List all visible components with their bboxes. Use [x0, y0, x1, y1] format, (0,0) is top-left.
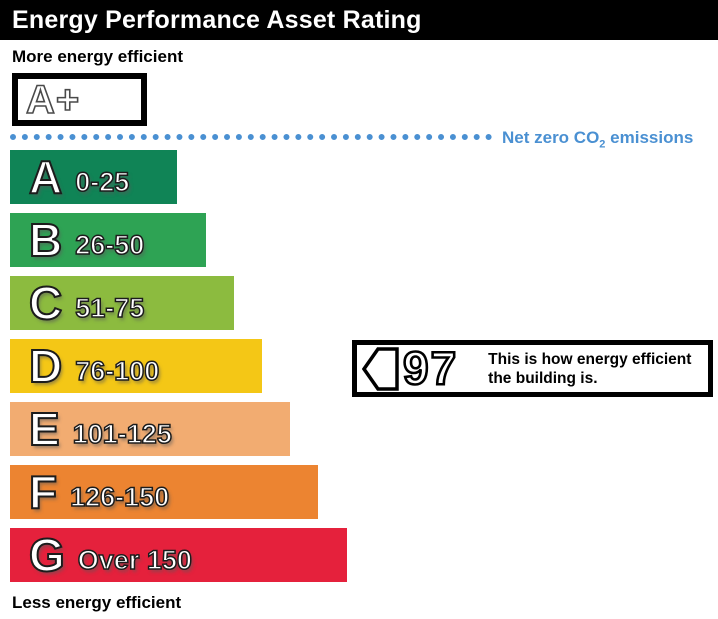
rating-band-bar: G Over 150 [10, 528, 347, 582]
rating-band-bar: D 76-100 [10, 339, 262, 393]
band-letter: D [28, 339, 63, 393]
net-zero-text-prefix: Net zero CO [502, 128, 600, 147]
net-zero-label: Net zero CO2 emissions [502, 128, 693, 150]
rating-band-bar: F 126-150 [10, 465, 318, 519]
rating-indicator-box: 97 This is how energy efficient the buil… [352, 340, 713, 397]
band-letter: G [28, 528, 66, 582]
rating-band-bar: C 51-75 [10, 276, 234, 330]
band-letter: A [28, 150, 63, 204]
rating-description-line1: This is how energy efficient [488, 350, 692, 368]
band-range: 0-25 [74, 166, 130, 198]
rating-band-bar: B 26-50 [10, 213, 206, 267]
rating-description: This is how energy efficient the buildin… [488, 350, 691, 388]
net-zero-text-suffix: emissions [605, 128, 694, 147]
net-zero-dotted-line [10, 134, 492, 140]
rating-band-bar: A 0-25 [10, 150, 177, 204]
more-efficient-label: More energy efficient [12, 47, 183, 66]
band-range: 126-150 [69, 481, 170, 513]
band-range: Over 150 [77, 544, 193, 576]
a-plus-band-box: A+ [12, 73, 147, 126]
rating-value: 97 [402, 342, 459, 394]
rating-band-bar: E 101-125 [10, 402, 290, 456]
bands: A 0-25 B 26-50 C 51-75 D 76-100 E 101-12… [10, 150, 347, 591]
page-title: Energy Performance Asset Rating [12, 5, 422, 34]
band-letter: C [28, 276, 63, 330]
left-arrow-icon [362, 346, 399, 391]
band-range: 51-75 [74, 292, 145, 324]
title-bar: Energy Performance Asset Rating [0, 0, 718, 40]
band-range: 26-50 [74, 229, 145, 261]
less-efficient-label: Less energy efficient [12, 593, 182, 612]
band-letter: B [28, 213, 63, 267]
band-range: 76-100 [74, 355, 160, 387]
net-zero-subscript: 2 [599, 138, 606, 151]
rating-description-line2: the building is. [488, 369, 598, 387]
band-letter: F [28, 465, 58, 519]
a-plus-label: A+ [25, 77, 81, 122]
band-letter: E [28, 402, 61, 456]
band-range: 101-125 [72, 418, 173, 450]
